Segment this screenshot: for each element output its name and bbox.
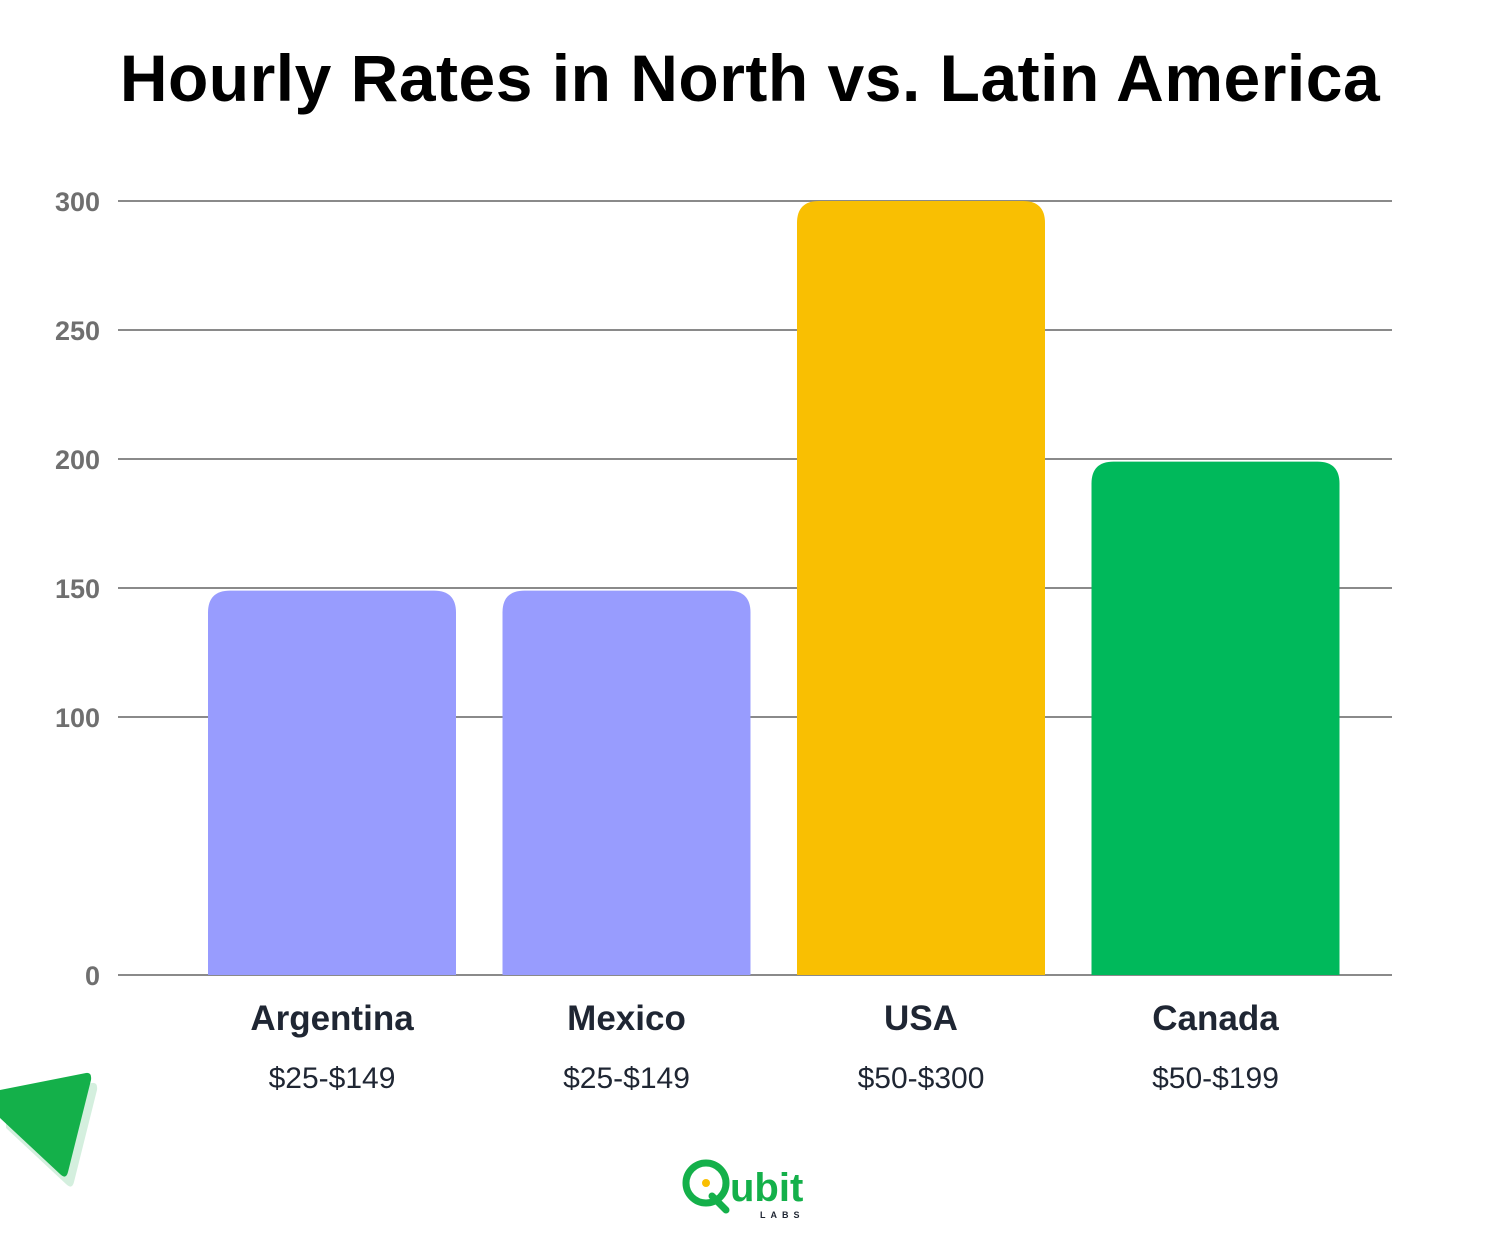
bar-canada — [1091, 461, 1340, 976]
category-label-mexico: Mexico — [567, 999, 686, 1038]
rate-range-label-canada: $50-$199 — [1152, 1062, 1279, 1095]
y-tick-label: 150 — [55, 574, 100, 604]
y-axis-ticks: 0 100 150 200 250 300 — [55, 187, 100, 991]
bar-argentina — [208, 590, 456, 975]
svg-text:ubit: ubit — [730, 1166, 803, 1210]
svg-text:LABS: LABS — [760, 1210, 805, 1220]
category-label-canada: Canada — [1152, 999, 1279, 1038]
decorative-arrow-icon — [0, 1072, 98, 1187]
y-tick-label: 100 — [55, 703, 100, 733]
category-label-usa: USA — [884, 999, 958, 1038]
rate-range-label-usa: $50-$300 — [858, 1062, 985, 1095]
y-tick-label: 250 — [55, 316, 100, 346]
qubit-labs-logo: ubit LABS — [682, 1159, 805, 1220]
y-tick-label: 200 — [55, 445, 100, 475]
bars — [208, 201, 1340, 976]
y-tick-label: 300 — [55, 187, 100, 217]
category-label-argentina: Argentina — [250, 999, 414, 1038]
chart-title: Hourly Rates in North vs. Latin America — [119, 41, 1381, 115]
x-axis-labels: Argentina $25-$149 Mexico $25-$149 USA $50-$3… — [250, 999, 1279, 1095]
y-tick-label: 0 — [85, 961, 100, 991]
rate-range-label-mexico: $25-$149 — [563, 1062, 690, 1095]
rate-range-label-argentina: $25-$149 — [269, 1062, 396, 1095]
bar-mexico — [502, 590, 751, 975]
bar-usa — [797, 201, 1045, 975]
